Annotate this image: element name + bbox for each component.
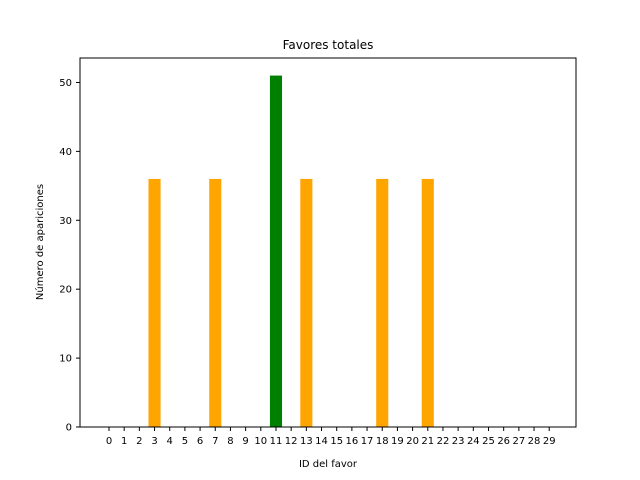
x-axis-label: ID del favor xyxy=(299,459,358,470)
bar-21 xyxy=(421,178,434,427)
x-tick-label: 29 xyxy=(543,436,556,447)
x-tick-label: 12 xyxy=(285,436,298,447)
y-tick-label: 50 xyxy=(59,78,72,89)
y-tick-label: 10 xyxy=(59,354,72,365)
x-tick-label: 23 xyxy=(452,436,465,447)
plot-frame xyxy=(79,57,577,428)
bars-group xyxy=(148,75,434,427)
y-tick-label: 40 xyxy=(59,147,72,158)
x-tick-label: 5 xyxy=(182,436,188,447)
bar-7 xyxy=(209,178,222,427)
x-tick-label: 17 xyxy=(361,436,374,447)
x-tick-label: 4 xyxy=(167,436,173,447)
x-tick-label: 27 xyxy=(512,436,525,447)
y-tick-label: 0 xyxy=(66,423,72,434)
bar-13 xyxy=(300,178,313,427)
x-tick-label: 9 xyxy=(242,436,248,447)
x-tick-label: 0 xyxy=(106,436,112,447)
x-tick-label: 25 xyxy=(482,436,495,447)
x-tick-label: 14 xyxy=(315,436,328,447)
y-axis-label: Número de apariciones xyxy=(34,184,46,300)
bar-18 xyxy=(376,178,389,427)
x-tick-label: 28 xyxy=(528,436,541,447)
x-tick-label: 20 xyxy=(406,436,419,447)
x-tick-label: 3 xyxy=(151,436,157,447)
bar-11 xyxy=(269,75,283,427)
x-tick-label: 26 xyxy=(497,436,510,447)
x-tick-label: 22 xyxy=(437,436,450,447)
x-tick-label: 24 xyxy=(467,436,480,447)
x-tick-label: 6 xyxy=(197,436,203,447)
x-axis-ticks: 0 1 2 3 4 5 6 7 8 9 10 11 12 13 14 15 16 17 18 19 20 21 22 23 24… xyxy=(106,427,556,447)
x-tick-label: 1 xyxy=(121,436,127,447)
x-tick-label: 8 xyxy=(227,436,233,447)
x-tick-label: 19 xyxy=(391,436,404,447)
y-tick-label: 20 xyxy=(59,285,72,296)
bar-3 xyxy=(148,178,161,427)
x-tick-label: 13 xyxy=(300,436,313,447)
x-tick-label: 15 xyxy=(330,436,343,447)
x-tick-label: 18 xyxy=(376,436,389,447)
chart-title: Favores totales xyxy=(283,38,374,52)
x-tick-label: 16 xyxy=(346,436,359,447)
y-tick-label: 30 xyxy=(59,216,72,227)
x-tick-label: 11 xyxy=(270,436,283,447)
y-axis-ticks: 0 10 20 30 40 50 xyxy=(59,78,80,434)
x-tick-label: 7 xyxy=(212,436,218,447)
x-tick-label: 10 xyxy=(254,436,267,447)
x-tick-label: 2 xyxy=(136,436,142,447)
x-tick-label: 21 xyxy=(421,436,434,447)
